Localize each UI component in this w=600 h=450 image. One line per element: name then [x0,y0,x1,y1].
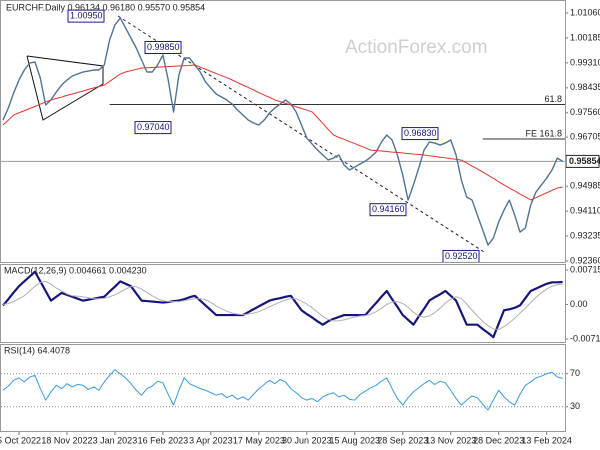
price-annotation-label: 0.92520 [445,251,478,261]
series-line [2,280,563,330]
watermark: ActionForex.com [345,37,488,58]
last-price-label: 0.95854 [569,156,600,166]
x-tick-label: 18 Nov 2022 [41,435,92,445]
y-tick-label: 0.007159 [570,264,600,274]
rsi-panel-frame [0,344,566,432]
y-tick-label: -0.007173 [570,333,600,343]
y-tick-label: 0.94110 [570,205,600,215]
y-tick-label: 0.00 [570,299,588,309]
y-tick-label: 0.96705 [570,132,600,142]
x-tick-label: 17 May 2023 [233,435,285,445]
macd-panel-frame [0,264,566,343]
y-tick-label: 1.00185 [570,32,600,42]
x-tick-label: 3 Jan 2023 [93,435,138,445]
price-annotation-box [67,9,105,23]
fib-level-label: 61.8 [544,94,562,104]
x-tick-label: 28 Sep 2023 [377,435,428,445]
macd-title: MACD(12,26,9) 0.004661 0.004230 [4,265,147,275]
x-tick-label: 16 Feb 2023 [138,435,189,445]
x-tick-label: 28 Dec 2023 [473,435,524,445]
price-annotation-label: 0.94160 [372,204,405,214]
price-annotation-label: 0.97040 [137,122,170,132]
y-tick-label: 0.97560 [570,107,600,117]
x-tick-label: 13 Feb 2024 [521,435,572,445]
y-tick-label: 1.01060 [570,7,600,17]
price-annotation-box [134,121,172,135]
y-tick-label: 0.93235 [570,230,600,240]
y-tick-label: 0.94985 [570,181,600,191]
y-tick-label: 30 [570,401,580,411]
series-line [2,64,563,201]
price-annotation-box [401,127,439,141]
price-panel-frame [0,0,566,263]
y-tick-label: 0.99310 [570,57,600,67]
trend-line [117,15,485,253]
y-tick-label: 70 [570,368,580,378]
x-tick-label: 30 Jun 2023 [282,435,332,445]
price-annotation-label: 0.99850 [147,42,180,52]
y-tick-label: 0.98435 [570,82,600,92]
y-tick-label: 0.92360 [570,255,600,265]
x-tick-label: 13 Nov 2023 [425,435,476,445]
x-tick-label: 5 Oct 2022 [0,435,41,445]
fib-level-label: FE 161.8 [525,128,562,138]
x-tick-label: 3 Apr 2023 [189,435,233,445]
price-annotation-label: 1.00950 [70,11,103,21]
price-annotation-label: 0.96830 [404,128,437,138]
price-annotation-box [369,203,407,217]
rsi-title: RSI(14) 64.4078 [4,345,70,355]
x-tick-label: 15 Aug 2023 [329,435,380,445]
plot-area: 1.01060 1.00185 0.99310 0.98435 0.97560 0.967… [0,7,600,445]
price-annotation-box [144,40,182,54]
price-title: EURCHF.Daily 0.96134 0.96180 0.95570 0.9… [6,2,205,12]
series-line [2,369,563,411]
triangle-pattern [26,55,104,121]
